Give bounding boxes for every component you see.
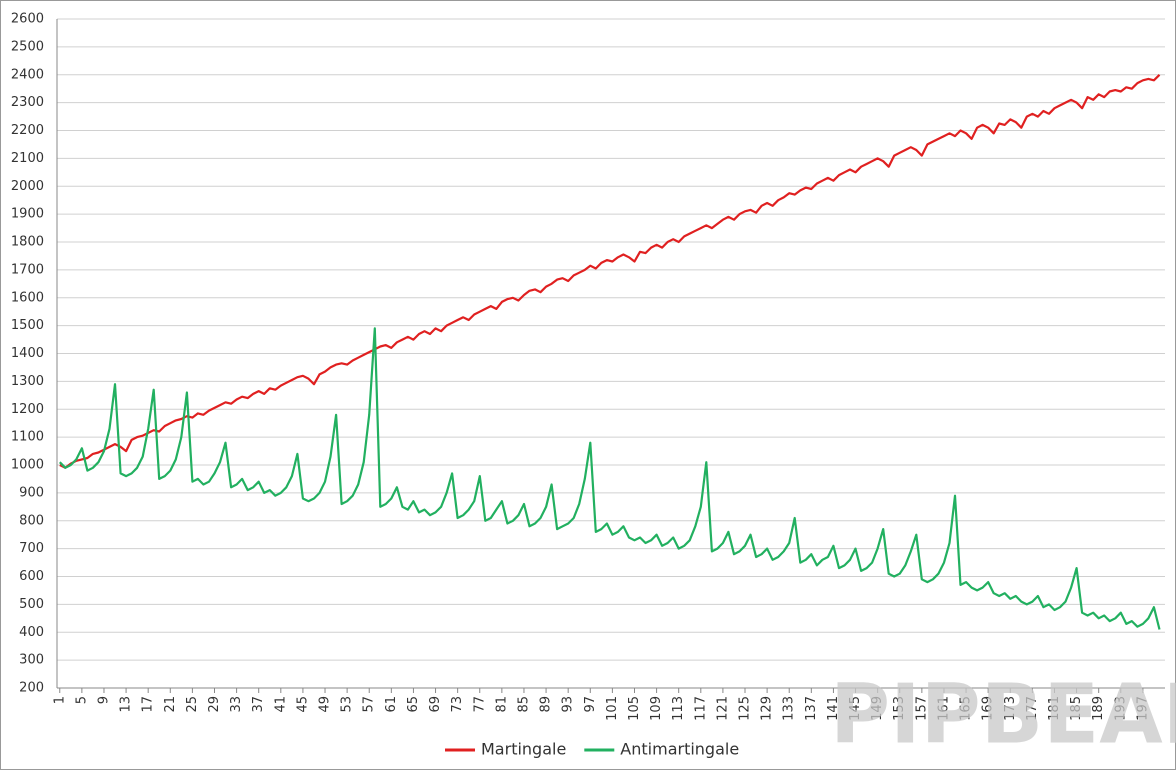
x-tick-label: 193 <box>1113 696 1128 721</box>
x-tick-label: 9 <box>96 696 111 704</box>
x-tick-label: 133 <box>782 696 797 721</box>
x-tick-label: 37 <box>251 696 266 713</box>
x-tick-label: 157 <box>914 696 929 721</box>
x-tick-label: 93 <box>561 696 576 713</box>
x-tick-label: 153 <box>892 696 907 721</box>
plot: Martingale Antimartingale <box>59 74 1161 759</box>
y-tick-label: 1100 <box>11 430 44 445</box>
x-tick-label: 29 <box>207 696 222 713</box>
x-tick-label: 173 <box>1003 696 1018 721</box>
x-tick-label: 141 <box>826 696 841 721</box>
y-tick-label: 600 <box>19 569 44 584</box>
x-tick-label: 65 <box>406 696 421 713</box>
x-tick-label: 145 <box>848 696 863 721</box>
x-tick-label: 113 <box>671 696 686 721</box>
y-tick-label: 800 <box>19 513 44 528</box>
x-tick-label: 121 <box>715 696 730 721</box>
x-tick-label: 13 <box>119 696 134 713</box>
x-tick-label: 61 <box>384 696 399 713</box>
x-tick-label: 165 <box>959 696 974 721</box>
y-tick-label: 400 <box>19 625 44 640</box>
x-tick-label: 73 <box>450 696 465 713</box>
x-tick-label: 97 <box>583 696 598 713</box>
x-tick-label: 53 <box>340 696 355 713</box>
x-tick-label: 109 <box>649 696 664 721</box>
y-tick-label: 700 <box>19 541 44 556</box>
y-tick-label: 2300 <box>11 95 44 110</box>
y-tick-label: 1000 <box>11 458 44 473</box>
x-tick-label: 45 <box>295 696 310 713</box>
x-tick-label: 41 <box>273 696 288 713</box>
y-tick-label: 2000 <box>11 179 44 194</box>
y-tick-label: 2200 <box>11 123 44 138</box>
y-tick-label: 1600 <box>11 290 44 305</box>
series-line <box>59 74 1161 469</box>
y-tick-label: 1300 <box>11 374 44 389</box>
y-tick-label: 200 <box>19 681 44 696</box>
x-tick-label: 181 <box>1047 696 1062 721</box>
x-tick-label: 197 <box>1135 696 1150 721</box>
y-tick-label: 1400 <box>11 346 44 361</box>
y-tick-label: 500 <box>19 597 44 612</box>
x-tick-label: 89 <box>539 696 554 713</box>
x-tick-label: 189 <box>1091 696 1106 721</box>
y-tick-label: 1900 <box>11 207 44 222</box>
x-tick-label: 81 <box>494 696 509 713</box>
y-tick-label: 1800 <box>11 235 44 250</box>
x-tick-label: 169 <box>981 696 996 721</box>
x-tick-label: 21 <box>163 696 178 713</box>
x-tick-label: 49 <box>318 696 333 713</box>
y-tick-label: 2600 <box>11 12 44 27</box>
grid: 200 300 400 500 600 700 800 900 1000 1100 1200 1300… <box>11 12 1165 721</box>
x-tick-label: 137 <box>804 696 819 721</box>
x-tick-label: 177 <box>1025 696 1040 721</box>
x-tick-label: 101 <box>605 696 620 721</box>
x-tick-label: 149 <box>870 696 885 721</box>
x-tick-label: 117 <box>693 696 708 721</box>
x-tick-label: 125 <box>738 696 753 721</box>
x-tick-label: 5 <box>74 696 89 704</box>
y-tick-label: 2500 <box>11 39 44 54</box>
y-tick-label: 2400 <box>11 67 44 82</box>
y-tick-label: 300 <box>19 653 44 668</box>
series-line <box>59 327 1161 630</box>
x-tick-label: 77 <box>472 696 487 713</box>
x-tick-label: 33 <box>229 696 244 713</box>
y-tick-label: 1500 <box>11 318 44 333</box>
x-tick-label: 69 <box>428 696 443 713</box>
x-tick-label: 85 <box>516 696 531 713</box>
x-tick-label: 185 <box>1069 696 1084 721</box>
legend-label: Martingale <box>481 740 566 759</box>
x-tick-label: 105 <box>627 696 642 721</box>
y-tick-label: 1200 <box>11 402 44 417</box>
x-tick-label: 129 <box>760 696 775 721</box>
watermark: PIPBEAR <box>830 667 1176 762</box>
x-tick-label: 1 <box>52 696 67 704</box>
legend-label: Antimartingale <box>620 740 739 759</box>
y-tick-label: 1700 <box>11 262 44 277</box>
y-tick-label: 900 <box>19 485 44 500</box>
x-tick-label: 17 <box>141 696 156 713</box>
y-tick-label: 2100 <box>11 151 44 166</box>
x-tick-label: 161 <box>936 696 951 721</box>
x-tick-label: 25 <box>185 696 200 713</box>
x-tick-label: 57 <box>362 696 377 713</box>
